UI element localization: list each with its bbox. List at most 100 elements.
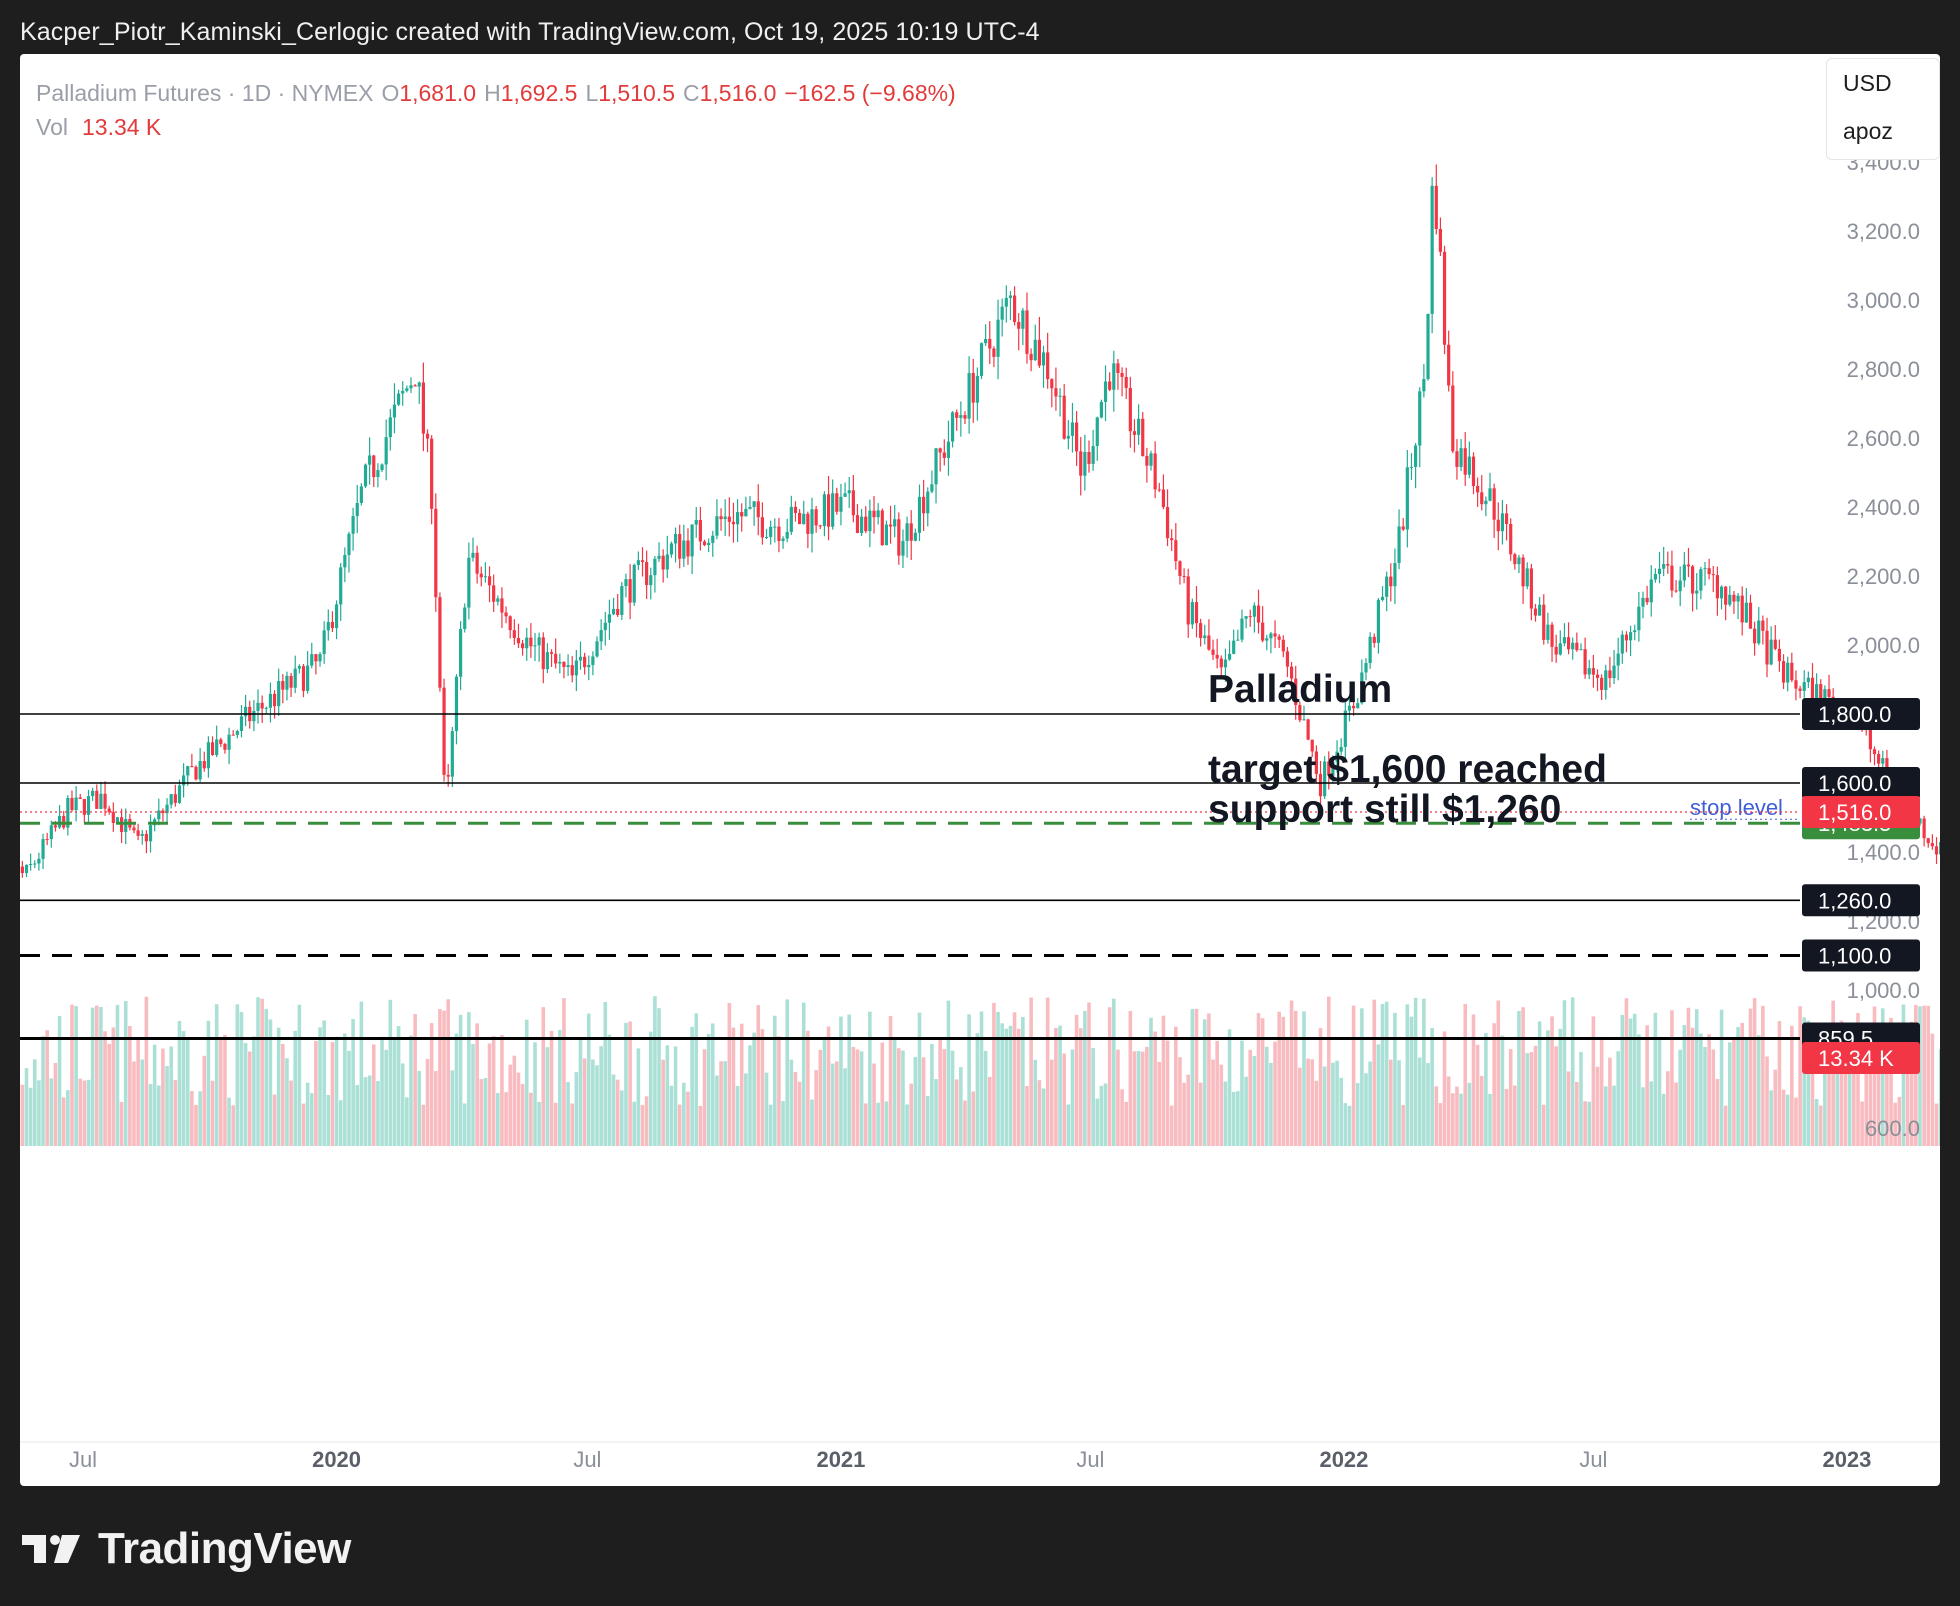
volume-bar: [1157, 1061, 1162, 1146]
candle: [20, 860, 24, 878]
candle: [260, 695, 264, 724]
volume-bar: [1508, 1049, 1513, 1146]
candle: [1562, 623, 1567, 647]
volume-bar: [822, 1036, 827, 1146]
candle: [343, 547, 347, 583]
candle: [1422, 364, 1426, 398]
volume-bar: [500, 1035, 504, 1146]
candle: [955, 409, 959, 431]
symbol-name[interactable]: Palladium Futures · 1D · NYMEX: [36, 79, 374, 106]
candle: [223, 742, 227, 754]
text-annotation[interactable]: Palladium target $1,600 reached support …: [1208, 670, 1607, 830]
candle: [690, 524, 694, 575]
volume-bar: [1488, 1093, 1492, 1146]
candle: [1471, 452, 1476, 495]
price-chart[interactable]: stop level 600.0800.01,000.01,200.01,400…: [20, 54, 1940, 1486]
scale-label[interactable]: apoz: [1843, 118, 1893, 144]
volume-bar: [334, 1036, 339, 1146]
volume-bar: [1897, 1096, 1902, 1146]
candle: [814, 505, 818, 533]
candle: [649, 567, 653, 600]
volume-bar: [1794, 1097, 1798, 1146]
volume-bar: [1591, 1016, 1596, 1146]
candle: [1442, 245, 1447, 355]
candle: [310, 642, 314, 669]
volume-bar: [37, 1080, 41, 1146]
candle: [1203, 624, 1207, 645]
volume-bar: [392, 1039, 397, 1146]
volume-bar: [1926, 1005, 1931, 1146]
volume-bar: [1223, 1081, 1228, 1146]
candle: [1666, 551, 1670, 574]
candle: [1401, 518, 1405, 532]
volume-bar: [177, 1020, 182, 1146]
candle: [1513, 552, 1517, 570]
volume-bar: [847, 1014, 852, 1146]
price-axis[interactable]: 600.0800.01,000.01,200.01,400.01,600.01,…: [1847, 150, 1920, 1141]
volume-bar: [1546, 1030, 1550, 1146]
currency-selector[interactable]: USD apoz: [1826, 58, 1940, 160]
volume-bar: [946, 1000, 951, 1146]
candle: [157, 798, 161, 826]
candle: [1008, 291, 1013, 321]
volume-bar: [1004, 1028, 1009, 1146]
volume-bar: [1169, 1105, 1174, 1146]
volume-bar: [1252, 1056, 1257, 1146]
volume-bar: [32, 1059, 37, 1146]
candle: [1740, 586, 1744, 636]
time-axis[interactable]: Jul2020Jul2021Jul2022Jul2023Jul2024Jul20…: [20, 1441, 1940, 1472]
volume-bar: [247, 1051, 252, 1146]
volume-bar: [367, 1075, 372, 1146]
candle: [202, 751, 206, 772]
candle: [959, 401, 963, 437]
candle: [425, 429, 430, 453]
volume-bar: [690, 1026, 694, 1146]
volume-bar: [1860, 1101, 1864, 1146]
candle: [549, 649, 554, 668]
volume-bar: [1194, 1008, 1199, 1146]
candle: [467, 542, 471, 620]
candle: [537, 632, 541, 662]
candle: [376, 463, 380, 488]
volume-bar: [913, 1056, 918, 1146]
currency-label[interactable]: USD: [1843, 70, 1892, 96]
candle: [1430, 177, 1434, 334]
candle: [334, 600, 339, 640]
volume-bar: [289, 1080, 293, 1146]
candle: [888, 505, 893, 544]
volume-bar: [1756, 1035, 1761, 1146]
volume-bar: [107, 1043, 111, 1146]
volume-bar: [983, 1050, 988, 1146]
y-tick-label: 2,200.0: [1847, 564, 1920, 589]
volume-bar: [1889, 1017, 1893, 1146]
candle: [1240, 609, 1244, 643]
candle: [1083, 434, 1087, 491]
volume-bar: [136, 1037, 140, 1146]
volume-bar: [673, 1046, 678, 1146]
volume-bar: [1174, 1026, 1178, 1146]
volume-bar: [1149, 1017, 1153, 1146]
volume-bar: [533, 1042, 537, 1146]
candle: [942, 439, 946, 466]
volume-bar: [1880, 1008, 1885, 1146]
volume-bar: [512, 1055, 517, 1146]
volume-bar: [710, 1023, 715, 1146]
volume-bar: [1575, 1081, 1579, 1146]
volume-bar: [549, 1030, 554, 1146]
volume-bar: [859, 1051, 864, 1146]
volume-bar: [1823, 1039, 1827, 1146]
candle: [1360, 659, 1364, 705]
volume-bar: [1566, 1071, 1571, 1146]
volume-bar: [553, 1102, 558, 1146]
chart-panel[interactable]: stop level 600.0800.01,000.01,200.01,400…: [20, 54, 1940, 1486]
close-value: 1,516.0: [699, 79, 777, 106]
volume-bar: [1260, 1018, 1265, 1146]
volume-bar: [1678, 1049, 1682, 1146]
candle: [905, 516, 909, 558]
candle: [1277, 634, 1281, 648]
candle: [839, 483, 843, 526]
volume-bar: [892, 1037, 897, 1146]
candle: [1058, 388, 1062, 417]
candle: [950, 411, 955, 448]
volume-bar: [677, 1104, 682, 1146]
